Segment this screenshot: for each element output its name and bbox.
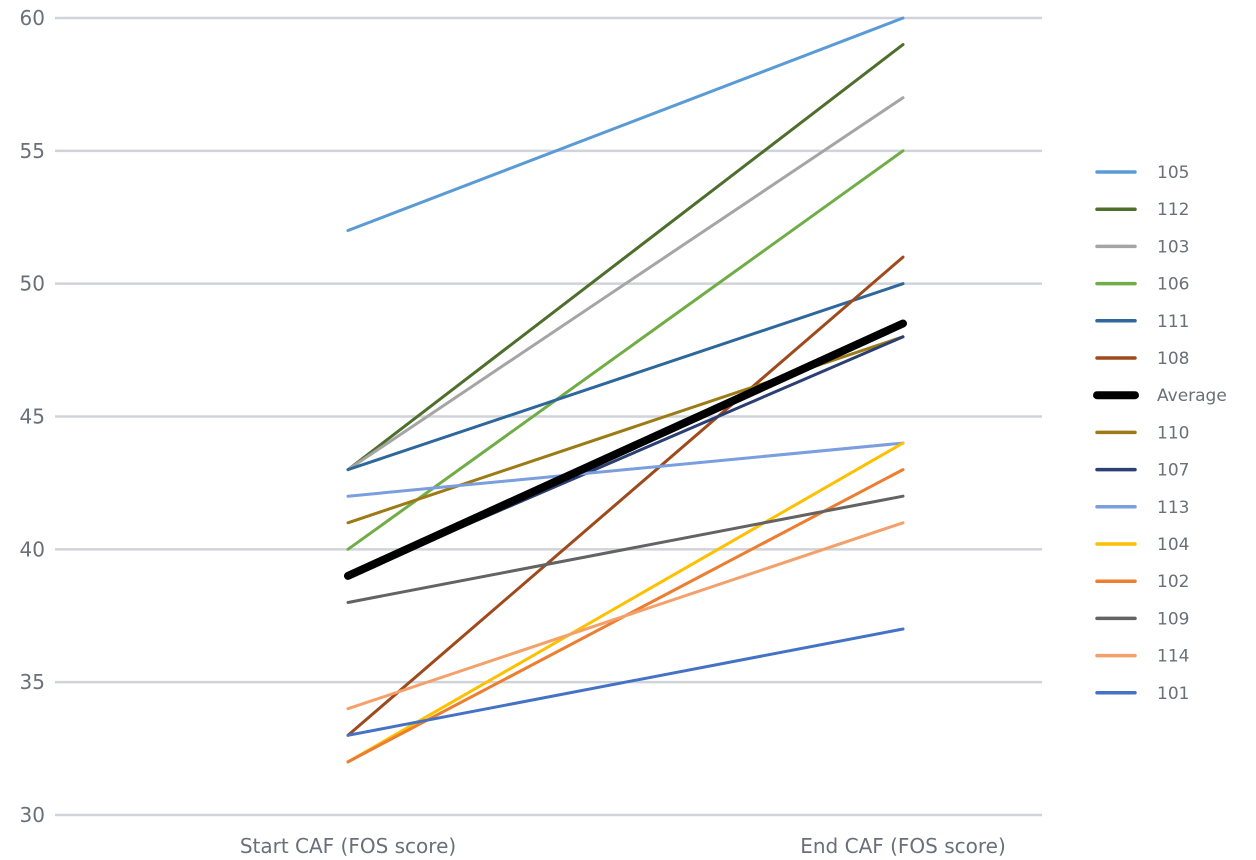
gridlines bbox=[55, 16, 1042, 817]
y-tick-label: 60 bbox=[20, 6, 45, 30]
series-line-101 bbox=[346, 627, 905, 737]
legend-label: 113 bbox=[1157, 498, 1189, 518]
legend-item-114: 114 bbox=[1095, 647, 1189, 667]
y-tick-label: 40 bbox=[20, 537, 45, 561]
legend-label: 106 bbox=[1157, 275, 1189, 295]
y-axis-ticks: 30 35 40 45 50 55 60 bbox=[20, 6, 45, 827]
legend-item-107: 107 bbox=[1095, 461, 1189, 481]
legend-label: 108 bbox=[1157, 349, 1189, 369]
legend-label: 102 bbox=[1157, 572, 1189, 592]
legend: 105 112 103 106 111 108 Average 110 107 113 104 102… bbox=[1093, 163, 1227, 704]
y-tick-label: 55 bbox=[20, 139, 45, 163]
x-category-label: Start CAF (FOS score) bbox=[240, 834, 456, 858]
y-tick-label: 35 bbox=[20, 670, 45, 694]
legend-item-111: 111 bbox=[1095, 312, 1189, 332]
legend-item-108: 108 bbox=[1095, 349, 1189, 369]
x-category-label: End CAF (FOS score) bbox=[800, 834, 1006, 858]
series-lines bbox=[344, 16, 907, 764]
series-line-108 bbox=[346, 255, 905, 737]
legend-item-101: 101 bbox=[1095, 684, 1189, 704]
legend-item-106: 106 bbox=[1095, 275, 1189, 295]
legend-item-109: 109 bbox=[1095, 609, 1189, 629]
y-tick-label: 50 bbox=[20, 272, 45, 296]
series-line-average bbox=[344, 319, 907, 580]
legend-item-110: 110 bbox=[1095, 423, 1189, 443]
series-line-106 bbox=[346, 149, 905, 551]
legend-item-average: Average bbox=[1093, 386, 1227, 406]
legend-label: 103 bbox=[1157, 237, 1189, 257]
legend-item-103: 103 bbox=[1095, 237, 1189, 257]
legend-label: 107 bbox=[1157, 461, 1189, 481]
legend-label: 114 bbox=[1157, 647, 1189, 667]
series-line-109 bbox=[346, 494, 905, 604]
series-line-112 bbox=[346, 43, 905, 472]
legend-label: 104 bbox=[1157, 535, 1189, 555]
legend-label: 109 bbox=[1157, 609, 1189, 629]
legend-item-102: 102 bbox=[1095, 572, 1189, 592]
series-line-113 bbox=[346, 441, 905, 498]
legend-item-113: 113 bbox=[1095, 498, 1189, 518]
legend-label: 111 bbox=[1157, 312, 1189, 332]
legend-label: 110 bbox=[1157, 423, 1189, 443]
legend-item-105: 105 bbox=[1095, 163, 1189, 183]
x-axis-categories: Start CAF (FOS score) End CAF (FOS score) bbox=[240, 834, 1006, 858]
legend-item-112: 112 bbox=[1095, 200, 1189, 220]
series-line-105 bbox=[346, 16, 905, 233]
legend-item-104: 104 bbox=[1095, 535, 1189, 555]
legend-label: Average bbox=[1157, 386, 1227, 406]
y-tick-label: 30 bbox=[20, 803, 45, 827]
legend-label: 112 bbox=[1157, 200, 1189, 220]
series-line-114 bbox=[346, 521, 905, 711]
series-line-104 bbox=[346, 441, 905, 764]
series-line-103 bbox=[346, 96, 905, 472]
legend-label: 101 bbox=[1157, 684, 1189, 704]
legend-label: 105 bbox=[1157, 163, 1189, 183]
series-line-111 bbox=[346, 282, 905, 472]
y-tick-label: 45 bbox=[20, 405, 45, 429]
